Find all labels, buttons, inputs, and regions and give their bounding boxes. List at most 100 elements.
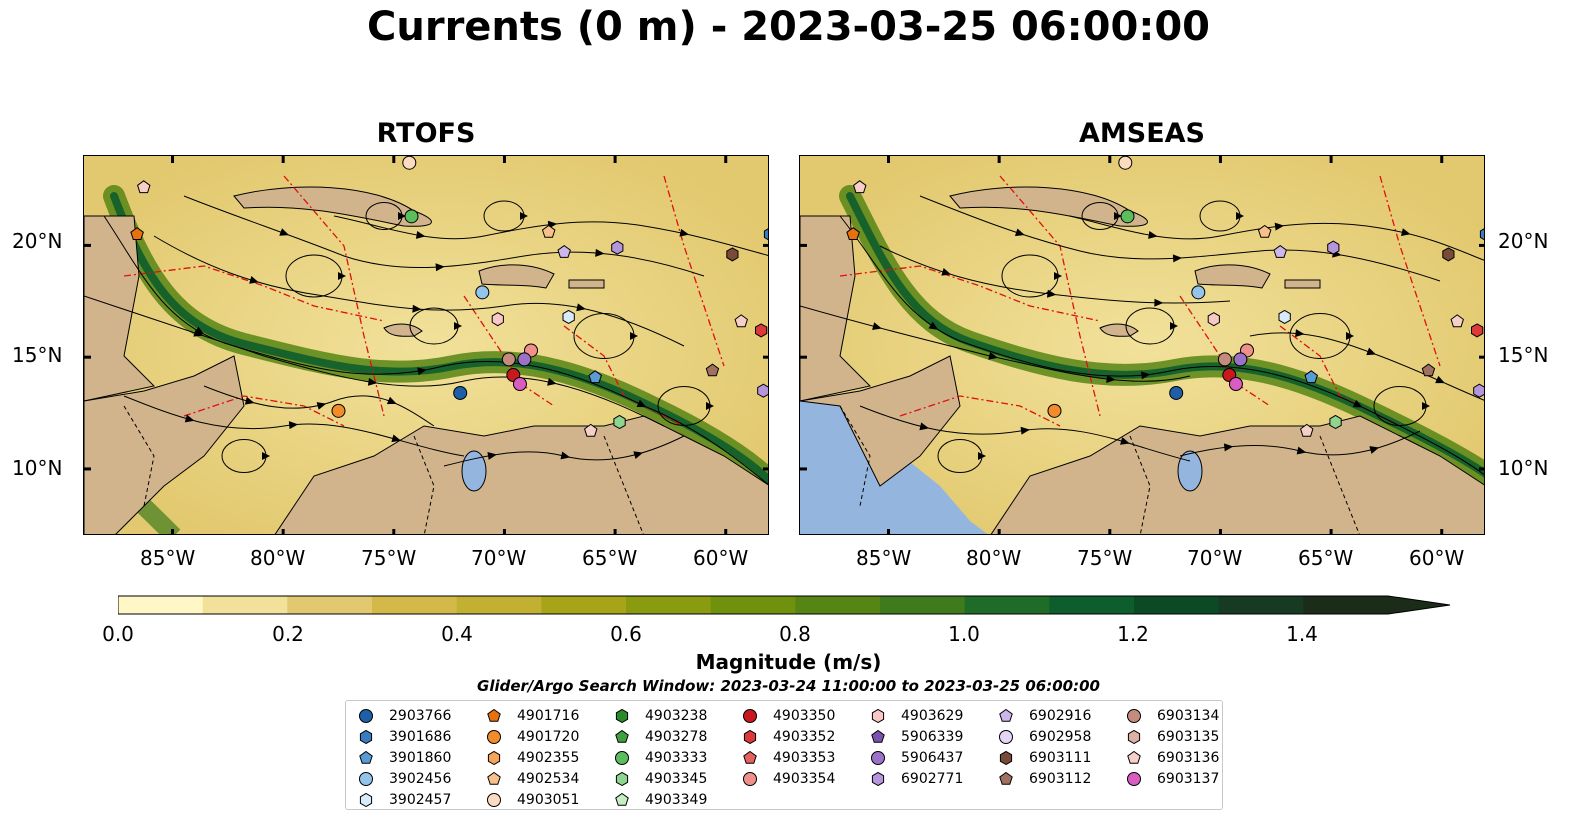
legend-label: 5906339 (901, 729, 964, 745)
lon-label-65w-left: 65°W (582, 546, 638, 570)
legend-marker-6903137 (1127, 772, 1141, 786)
flow-arrow (1020, 426, 1030, 435)
flow-arrow (1014, 228, 1025, 237)
legend-marker-3901686 (359, 729, 373, 745)
platform-marker-4903051 (402, 156, 417, 170)
colorbar-segment (795, 596, 881, 614)
legend-marker-4903352 (743, 729, 757, 745)
colorbar-outline (118, 595, 1451, 615)
land-area (1284, 279, 1321, 289)
lon-label-85w-left: 85°W (140, 546, 196, 570)
legend-label: 6903135 (1157, 729, 1220, 745)
legend-label: 4903354 (773, 771, 836, 787)
rtofs-map[interactable] (83, 155, 769, 535)
flow-arrow (1366, 347, 1377, 356)
colorbar-segment (710, 596, 796, 614)
legend-item: 4903333 (602, 747, 727, 768)
colorbar-segment (1134, 596, 1220, 614)
country-border (123, 405, 155, 507)
colorbar-tick-1: 0.2 (272, 622, 304, 646)
legend-item: 4903352 (730, 726, 855, 747)
platform-marker-6903137 (1228, 377, 1243, 391)
platform-marker-6903112 (705, 363, 720, 377)
legend-marker-4902355 (487, 750, 501, 766)
platform-marker-4903051 (1118, 156, 1133, 170)
map-canvas (84, 156, 768, 534)
platform-marker-6903136 (734, 314, 748, 328)
flow-arrow (391, 434, 402, 443)
land-area (84, 215, 156, 402)
flow-arrow (367, 377, 378, 386)
platform-marker-4903629 (491, 312, 504, 327)
legend-item: 3901860 (346, 747, 471, 768)
axis-ticks (84, 156, 768, 534)
streamline (153, 235, 685, 347)
flow-arrow (1154, 298, 1164, 307)
land-area (478, 264, 555, 289)
legend-item: 6903135 (1114, 726, 1239, 747)
streamline (1249, 332, 1484, 401)
flow-arrow (1114, 212, 1122, 220)
flow-arrow (1106, 375, 1116, 383)
platform-marker-3902457 (1278, 309, 1291, 324)
lake-maracaibo (461, 450, 487, 492)
legend-marker-4901716 (487, 708, 501, 722)
hexagon-marker-icon (615, 771, 629, 787)
amseas-map[interactable] (799, 155, 1485, 535)
circle-marker-icon (743, 772, 757, 786)
flow-arrow (1148, 231, 1158, 239)
search-window-text: Glider/Argo Search Window: 2023-03-24 11… (477, 677, 1100, 695)
legend-item: 4903278 (602, 726, 727, 747)
platform-marker-6902771 (1473, 383, 1484, 398)
legend-label: 6903111 (1029, 750, 1092, 766)
platform-marker-6902771 (1327, 240, 1340, 255)
platform-marker-3902457 (562, 309, 575, 324)
flow-arrow (386, 396, 397, 405)
legend-marker-5906437 (871, 751, 885, 765)
legend-item: 6903112 (986, 768, 1111, 789)
platform-marker-6903134 (501, 352, 516, 367)
legend-marker-6903112 (999, 771, 1013, 785)
hexagon-marker-icon (871, 708, 885, 724)
legend-item: 6903137 (1114, 768, 1239, 789)
hexagon-marker-icon (615, 708, 629, 724)
legend-marker-6902771 (871, 771, 885, 787)
legend-label: 4901720 (517, 729, 580, 745)
colorbar-tick-6: 1.2 (1117, 622, 1149, 646)
legend-label: 4903350 (773, 708, 836, 724)
hexagon-marker-icon (359, 792, 373, 808)
legend-label: 4902355 (517, 750, 580, 766)
platform-marker-2903766 (453, 385, 468, 400)
legend-label: 6903112 (1029, 771, 1092, 787)
platform-marker-3901686 (1479, 228, 1484, 241)
lon-label-65w-right: 65°W (1298, 546, 1354, 570)
lon-label-70w-right: 70°W (1187, 546, 1243, 570)
eez-boundary (1379, 175, 1441, 367)
land-area (274, 415, 768, 534)
platform-marker-4903345 (613, 414, 626, 430)
legend-label: 4901716 (517, 708, 580, 724)
colorbar-tick-0: 0.0 (102, 622, 134, 646)
platform-marker-4903352 (1471, 323, 1484, 338)
flow-arrow (1296, 446, 1307, 455)
legend-marker-6903136 (1127, 750, 1141, 764)
pentagon-marker-icon (871, 729, 885, 743)
legend-label: 3901860 (389, 750, 452, 766)
lon-label-80w-right: 80°W (966, 546, 1022, 570)
circle-marker-icon (743, 709, 757, 723)
colorbar-segment (1218, 596, 1304, 614)
circle-marker-icon (1127, 709, 1141, 723)
circle-marker-icon (615, 751, 629, 765)
land-area (84, 355, 245, 534)
legend-marker-4903278 (615, 729, 629, 743)
legend-column: 6903134 6903135 6903136 6903137 (1114, 705, 1239, 789)
eez-boundary (283, 175, 385, 417)
flow-arrow (1236, 212, 1244, 220)
lon-label-80w-left: 80°W (250, 546, 306, 570)
legend-marker-4903349 (615, 792, 629, 806)
legend-label: 6903134 (1157, 708, 1220, 724)
lon-label-85w-right: 85°W (856, 546, 912, 570)
flow-arrow (547, 377, 557, 386)
legend-column: 4903350 4903352 4903353 4903354 (730, 705, 855, 789)
legend-item: 3902456 (346, 768, 471, 789)
